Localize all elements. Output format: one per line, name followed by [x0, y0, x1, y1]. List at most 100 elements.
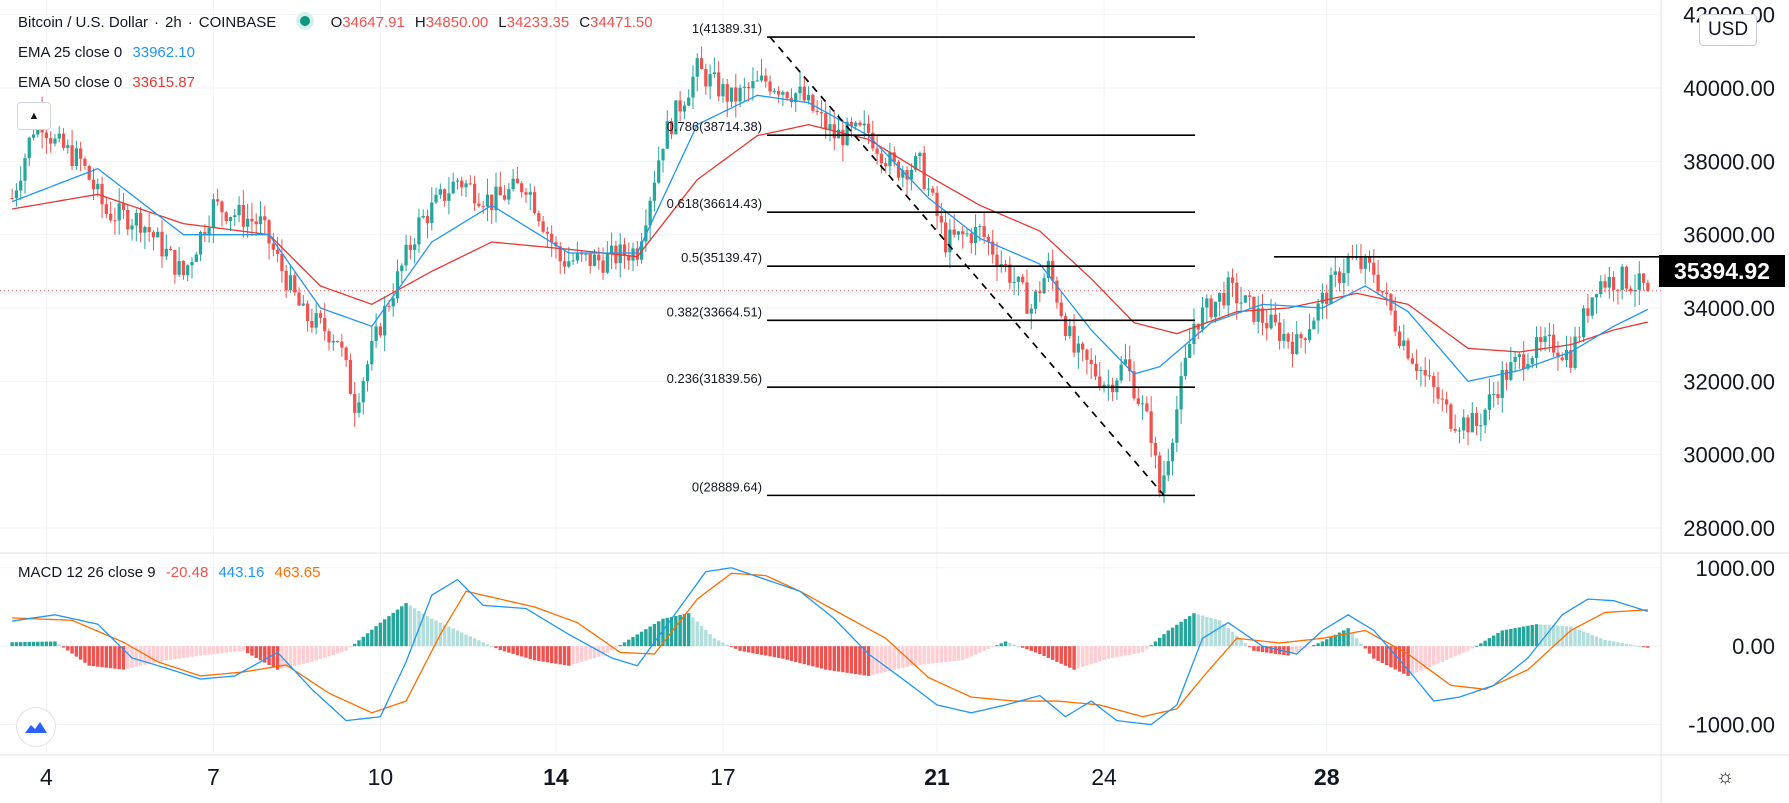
macd-histogram-bar [841, 646, 845, 673]
ohlc-value-h: 34850.00 [425, 14, 489, 31]
candle-body [1500, 369, 1504, 399]
candle-body [729, 87, 734, 102]
candle-body [61, 133, 66, 148]
candle-body [224, 212, 228, 222]
candle-body [79, 148, 83, 159]
macd-tick-label: -1000.00 [1688, 713, 1775, 738]
macd-histogram-bar [528, 646, 532, 659]
macd-histogram-bar [639, 631, 644, 647]
macd-histogram-bar [1290, 646, 1295, 654]
macd-histogram-bar [91, 646, 96, 667]
candle-body [562, 261, 567, 267]
candle-body [875, 148, 879, 154]
candle-body [635, 248, 639, 260]
macd-histogram-bar [785, 646, 789, 660]
symbol-title[interactable]: Bitcoin / U.S. Dollar [18, 14, 149, 31]
candle-body [1200, 307, 1205, 330]
candle-body [284, 270, 288, 291]
candle-body [258, 216, 263, 225]
macd-histogram-bar [794, 646, 798, 662]
tradingview-logo-icon[interactable] [16, 707, 56, 747]
candle-body [323, 317, 327, 332]
candle-body [879, 153, 884, 164]
candle-body [858, 122, 862, 126]
candle-body [305, 303, 310, 321]
candle-body [404, 244, 408, 266]
macd-histogram-bar [1003, 641, 1008, 647]
macd-histogram-bar [657, 621, 661, 647]
candle-body [1646, 282, 1650, 291]
macd-histogram-bar [1633, 645, 1637, 647]
macd-legend[interactable]: MACD 12 26 close 9 -20.48 443.16 463.65 [18, 564, 326, 581]
candle-body [1166, 461, 1170, 476]
candle-body [725, 84, 729, 102]
candle-body [1115, 380, 1119, 393]
settings-icon[interactable]: ☼ [1716, 766, 1734, 789]
collapse-legend-button[interactable]: ▲ [17, 102, 51, 130]
candle-body [554, 242, 558, 247]
candle-body [1106, 384, 1110, 386]
macd-histogram-bar [164, 646, 169, 661]
candle-body [91, 179, 96, 190]
candle-body [314, 313, 318, 328]
macd-histogram-bar [173, 646, 177, 660]
candle-body [969, 233, 973, 243]
candle-body [1320, 292, 1325, 304]
ema50-legend[interactable]: EMA 50 close 0 33615.87 [18, 74, 201, 91]
macd-histogram-bar [1406, 646, 1410, 676]
ema25-legend[interactable]: EMA 25 close 0 33962.10 [18, 44, 201, 61]
candle-body [1012, 281, 1016, 283]
candle-body [1252, 296, 1256, 322]
candle-body [383, 305, 387, 336]
macd-histogram-bar [1466, 646, 1470, 651]
macd-histogram-bar [1187, 616, 1192, 647]
candle-body [995, 254, 999, 266]
candle-body [751, 81, 755, 89]
candle-body [1547, 334, 1552, 337]
currency-button[interactable]: USD [1699, 14, 1757, 46]
macd-histogram-bar [1500, 630, 1504, 647]
candle-body [939, 216, 943, 223]
macd-histogram-bar [96, 646, 100, 667]
candle-body [23, 158, 27, 181]
candle-body [721, 84, 725, 97]
macd-histogram-bar [1629, 644, 1633, 647]
macd-histogram-bar [965, 646, 969, 659]
price-scale[interactable]: 42000.0040000.0038000.0036000.0034000.00… [1683, 3, 1775, 738]
candle-body [742, 86, 746, 88]
interval-label[interactable]: 2h [165, 14, 182, 31]
macd-histogram-bar [61, 646, 66, 648]
macd-histogram-bar [1055, 646, 1059, 662]
candle-body [1363, 257, 1367, 269]
candle-body [327, 331, 331, 343]
macd-histogram-bar [716, 640, 721, 647]
candle-body [186, 265, 190, 276]
macd-histogram-bar [258, 646, 263, 661]
time-scale[interactable]: 4 7 10 14 17 21 24 28 [40, 764, 1340, 790]
separator: · [187, 14, 193, 31]
candle-body [340, 341, 344, 348]
macd-histogram-bar [160, 646, 164, 662]
macd-histogram-bar [1453, 646, 1457, 657]
candle-body [481, 206, 485, 208]
macd-histogram-bar [1217, 620, 1222, 647]
macd-histogram-bar [168, 646, 173, 660]
macd-histogram-bar [931, 646, 935, 664]
fibonacci-retracement[interactable]: 1(41389.31) 0.786(38714.38) 0.618(36614.43… [667, 21, 1661, 497]
candle-body [768, 81, 772, 92]
macd-histogram-bar [1444, 646, 1449, 661]
candle-body [237, 204, 241, 216]
macd-histogram-bar [554, 646, 558, 664]
candle-body [999, 264, 1003, 266]
macd-histogram-bar [1196, 614, 1200, 647]
candle-body [931, 188, 935, 193]
macd-histogram-bar [181, 646, 186, 659]
candle-body [1624, 266, 1629, 289]
macd-histogram-bar [382, 619, 387, 647]
price-candles [10, 46, 1650, 504]
candle-body [1436, 387, 1440, 399]
candle-body [571, 260, 575, 262]
candle-body [1265, 322, 1269, 329]
